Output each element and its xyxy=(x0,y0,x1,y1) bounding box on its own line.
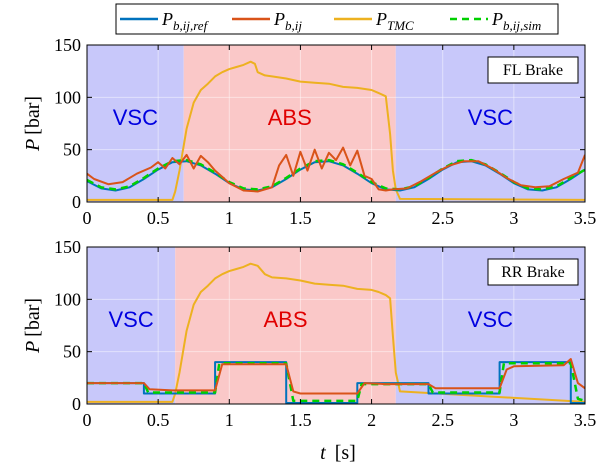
legend-label-sim: Pb,ij,sim xyxy=(491,9,541,33)
series-line-meas-rr xyxy=(87,358,585,395)
x-tick-label: 2 xyxy=(367,410,376,430)
y-tick-label: 0 xyxy=(72,192,81,212)
series-line-tmc-fl xyxy=(87,60,585,201)
x-tick-label: 2.5 xyxy=(431,208,454,228)
y-tick-label: 0 xyxy=(72,394,81,414)
y-tick-label: 150 xyxy=(54,35,81,55)
y-tick-label: 100 xyxy=(54,87,81,107)
x-tick-label: 0 xyxy=(83,208,92,228)
series-line-meas-fl xyxy=(87,146,585,193)
x-tick-label: 2 xyxy=(367,208,376,228)
legend: Pb,ij,ref Pb,ij PTMC Pb,ij,sim xyxy=(115,3,559,35)
region-label-vsc-2: VSC xyxy=(468,307,513,332)
brake-label-box-fl xyxy=(487,56,579,84)
y-tick-label: 150 xyxy=(54,237,81,257)
y-axis-label-fl: P[bar] xyxy=(22,96,44,152)
y-tick-label: 50 xyxy=(63,342,81,362)
panel-rr: VSC ABS VSC 0 0.5 1 1.5 2 2.5 3 3.5 0 50 100 150 P[bar]… xyxy=(22,237,596,430)
region-label-vsc-0: VSC xyxy=(108,307,153,332)
axes-box-rr xyxy=(86,246,586,405)
x-tick-label: 1 xyxy=(225,208,234,228)
x-tick-label: 3 xyxy=(509,410,518,430)
legend-label-ref: Pb,ij,ref xyxy=(161,9,210,33)
x-tick-label: 1.5 xyxy=(289,410,312,430)
brake-label-fl: FL Brake xyxy=(503,62,563,79)
x-tick-label: 2.5 xyxy=(431,410,454,430)
legend-item-ref: Pb,ij,ref xyxy=(120,9,210,33)
region-label-vsc-0: VSC xyxy=(113,105,158,130)
x-tick-label: 0.5 xyxy=(147,208,170,228)
y-axis-label-rr: P[bar] xyxy=(22,298,44,354)
panel-fl: VSC ABS VSC 0 0.5 1 1.5 2 2.5 3 3.5 0 50 100 150 P[bar]… xyxy=(22,35,596,228)
series-line-tmc-rr xyxy=(87,262,585,403)
region-label-abs-1: ABS xyxy=(268,105,312,130)
x-tick-label: 3.5 xyxy=(574,208,597,228)
legend-item-sim: Pb,ij,sim xyxy=(450,9,541,33)
region-label-abs-1: ABS xyxy=(263,307,307,332)
series-line-sim-rr xyxy=(87,361,585,403)
x-tick-label: 3.5 xyxy=(574,410,597,430)
x-tick-label: 0 xyxy=(83,410,92,430)
legend-item-meas: Pb,ij xyxy=(232,9,302,33)
region-label-vsc-2: VSC xyxy=(468,105,513,130)
brake-label-box-rr xyxy=(487,258,579,286)
legend-item-tmc: PTMC xyxy=(334,9,414,33)
brake-label-rr: RR Brake xyxy=(501,264,565,281)
legend-label-tmc: PTMC xyxy=(375,9,414,33)
x-tick-label: 3 xyxy=(509,208,518,228)
y-tick-label: 50 xyxy=(63,140,81,160)
region-vsc-0 xyxy=(87,247,176,404)
axes-box-fl xyxy=(86,44,586,203)
y-tick-label: 100 xyxy=(54,289,81,309)
x-tick-label: 0.5 xyxy=(147,410,170,430)
legend-label-meas: Pb,ij xyxy=(273,9,302,33)
region-vsc-0 xyxy=(87,45,184,202)
x-tick-label: 1.5 xyxy=(289,208,312,228)
x-axis-label: t [s] xyxy=(320,442,356,464)
x-tick-label: 1 xyxy=(225,410,234,430)
